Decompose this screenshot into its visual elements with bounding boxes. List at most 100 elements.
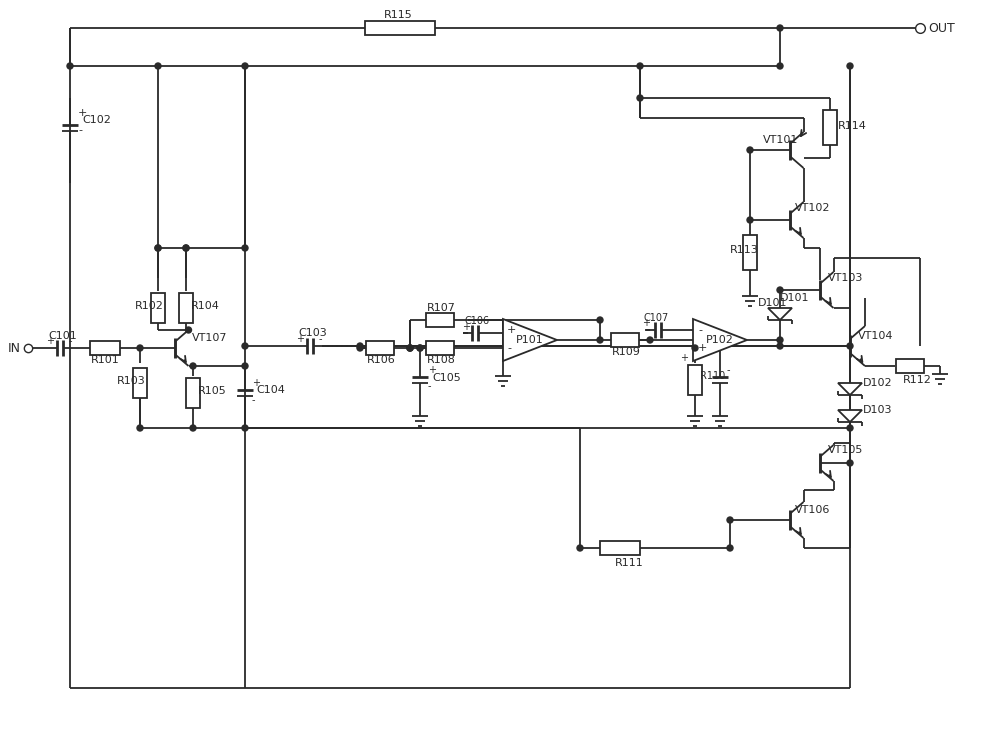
Text: OUT: OUT (928, 21, 955, 35)
Circle shape (847, 460, 853, 466)
Text: -: - (698, 325, 702, 335)
Text: R108: R108 (427, 355, 456, 365)
Text: -: - (69, 336, 73, 346)
Text: D101: D101 (758, 298, 788, 308)
Circle shape (137, 425, 143, 431)
Circle shape (777, 337, 783, 343)
Text: D103: D103 (863, 405, 893, 415)
Circle shape (777, 343, 783, 349)
Circle shape (777, 63, 783, 69)
Bar (426, 313, 454, 327)
Text: VT101: VT101 (763, 135, 798, 145)
Text: R104: R104 (191, 301, 220, 311)
Bar (743, 235, 757, 270)
Bar (688, 365, 702, 395)
Circle shape (597, 337, 603, 343)
Text: +: + (507, 325, 516, 335)
Text: R103: R103 (117, 376, 146, 386)
Text: VT107: VT107 (192, 333, 228, 343)
Circle shape (186, 327, 192, 333)
Bar (426, 341, 454, 355)
Circle shape (692, 345, 698, 351)
Circle shape (847, 343, 853, 349)
Text: R106: R106 (367, 355, 396, 365)
Text: C105: C105 (432, 373, 461, 383)
Circle shape (155, 63, 161, 69)
Circle shape (242, 343, 248, 349)
Bar (366, 341, 394, 355)
Text: C103: C103 (298, 328, 327, 338)
Text: VT104: VT104 (858, 331, 894, 341)
Circle shape (357, 343, 363, 349)
Text: C106: C106 (464, 316, 489, 326)
Polygon shape (503, 319, 557, 361)
Text: VT103: VT103 (828, 273, 863, 283)
Text: C101: C101 (48, 331, 77, 341)
Text: VT102: VT102 (795, 203, 830, 213)
Text: +: + (78, 108, 87, 118)
Circle shape (242, 363, 248, 369)
Bar (611, 333, 639, 347)
Text: -: - (319, 334, 323, 344)
Bar (133, 368, 147, 398)
Bar (365, 21, 435, 35)
Text: -: - (507, 343, 511, 353)
Circle shape (637, 63, 643, 69)
Text: +: + (46, 336, 54, 346)
Circle shape (747, 147, 753, 153)
Text: -: - (428, 381, 432, 391)
Circle shape (647, 337, 653, 343)
Text: -: - (252, 395, 256, 405)
Text: R111: R111 (615, 558, 644, 568)
Circle shape (747, 217, 753, 223)
Circle shape (190, 425, 196, 431)
Text: R112: R112 (903, 375, 932, 385)
Circle shape (777, 25, 783, 31)
Text: R113: R113 (730, 245, 759, 255)
Circle shape (727, 517, 733, 523)
Text: R107: R107 (427, 303, 456, 313)
Circle shape (407, 345, 413, 351)
Text: R101: R101 (91, 355, 120, 365)
Text: C104: C104 (256, 385, 285, 395)
Bar (151, 293, 165, 323)
Circle shape (242, 63, 248, 69)
Text: +: + (296, 334, 304, 344)
Polygon shape (838, 410, 862, 422)
Circle shape (407, 345, 413, 351)
Circle shape (637, 95, 643, 101)
Text: D102: D102 (863, 378, 893, 388)
Text: C102: C102 (82, 115, 111, 125)
Text: -: - (727, 365, 730, 375)
Text: VT105: VT105 (828, 445, 863, 455)
Text: +: + (680, 353, 688, 363)
Text: P102: P102 (706, 335, 734, 345)
Text: D101: D101 (780, 293, 810, 303)
Circle shape (242, 245, 248, 251)
Circle shape (847, 63, 853, 69)
Circle shape (417, 345, 423, 351)
Text: IN: IN (8, 342, 21, 354)
Polygon shape (838, 383, 862, 395)
Circle shape (137, 345, 143, 351)
Circle shape (155, 245, 161, 251)
Circle shape (190, 363, 196, 369)
Circle shape (67, 63, 73, 69)
Bar (600, 541, 640, 555)
Circle shape (847, 425, 853, 431)
Circle shape (777, 287, 783, 293)
Circle shape (407, 345, 413, 351)
Text: R105: R105 (198, 386, 227, 396)
Text: +: + (462, 322, 470, 332)
Circle shape (155, 245, 161, 251)
Polygon shape (768, 308, 792, 320)
Text: +: + (642, 318, 650, 328)
Bar (823, 110, 837, 145)
Text: C107: C107 (643, 313, 668, 323)
Text: +: + (252, 378, 260, 388)
Text: R110: R110 (700, 371, 725, 381)
Text: P101: P101 (516, 335, 544, 345)
Text: +: + (428, 365, 436, 375)
Circle shape (242, 425, 248, 431)
Bar (896, 359, 924, 373)
